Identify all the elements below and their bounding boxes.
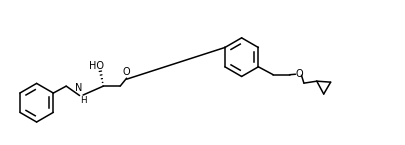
- Text: O: O: [296, 69, 304, 79]
- Text: O: O: [123, 67, 130, 77]
- Text: H: H: [80, 96, 87, 105]
- Text: N: N: [75, 83, 82, 93]
- Text: HO: HO: [89, 61, 104, 71]
